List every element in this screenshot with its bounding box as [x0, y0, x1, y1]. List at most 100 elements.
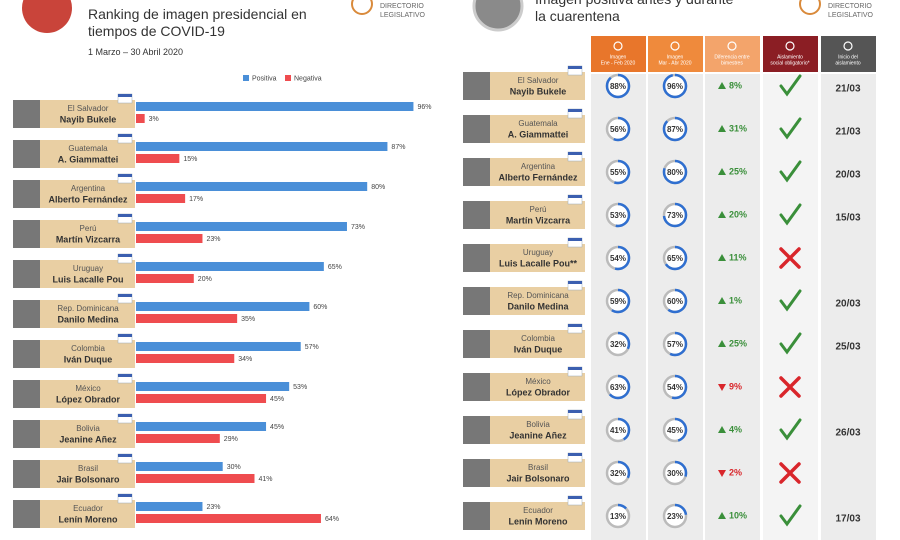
- ring-label: 87%: [667, 125, 683, 134]
- value-label: 45%: [270, 424, 284, 431]
- value-label: 64%: [325, 516, 339, 523]
- leader: Alberto Fernández: [498, 172, 578, 182]
- ring-value: [662, 116, 688, 142]
- column-bg: [705, 74, 760, 540]
- column-header-label: Inicio del: [838, 54, 858, 60]
- name-box: [40, 260, 135, 288]
- diff-arrow: [718, 384, 726, 391]
- start-date: 20/03: [835, 170, 860, 181]
- ring-value: [605, 202, 631, 228]
- flag-stripe: [568, 453, 582, 456]
- value-label: 57%: [305, 344, 319, 351]
- check-mark: [779, 117, 802, 140]
- ring-value: [605, 116, 631, 142]
- diff-label: 20%: [729, 209, 747, 219]
- diff-arrow: [718, 168, 726, 175]
- leader: Danilo Medina: [507, 301, 569, 311]
- ring-value: [662, 460, 688, 486]
- photo: [463, 115, 490, 143]
- bar: [136, 194, 186, 203]
- photo: [13, 140, 40, 168]
- flag-stripe: [568, 367, 582, 370]
- country: Rep. Dominicana: [57, 304, 119, 313]
- diff-label: 8%: [729, 80, 742, 90]
- name-box: [490, 502, 585, 530]
- ring-label: 56%: [610, 125, 626, 134]
- diff-arrow: [718, 512, 726, 519]
- name-box: [40, 420, 135, 448]
- header-icon: [843, 41, 853, 51]
- ring-label: 54%: [667, 383, 683, 392]
- bar: [136, 314, 238, 323]
- name-box: [490, 244, 585, 272]
- name-box: [40, 460, 135, 488]
- ring-label: 32%: [610, 469, 626, 478]
- flag-stripe: [568, 281, 582, 284]
- country: Bolivia: [526, 420, 550, 429]
- diff-label: 4%: [729, 424, 742, 434]
- leader: Jeanine Añez: [509, 430, 567, 440]
- diff-label: 1%: [729, 295, 742, 305]
- legend-swatch: [243, 75, 249, 81]
- country: Uruguay: [73, 264, 103, 273]
- ring-label: 88%: [610, 82, 626, 91]
- value-label: 23%: [206, 504, 220, 511]
- ring-label: 55%: [610, 168, 626, 177]
- column-header-label: Aislamiento: [777, 54, 803, 60]
- table-title: Imagen positiva antes y durante la cuare…: [535, 0, 733, 24]
- name-box: [490, 158, 585, 186]
- value-label: 73%: [351, 224, 365, 231]
- flag-stripe: [118, 454, 132, 457]
- photo-badge: [472, 0, 524, 32]
- country: México: [75, 384, 101, 393]
- check-mark: [779, 418, 802, 441]
- ring-value: [605, 374, 631, 400]
- ring-label: 30%: [667, 469, 683, 478]
- leader: Jair Bolsonaro: [506, 473, 570, 483]
- chart-title: Ranking de imagen presidencial en tiempo…: [88, 6, 307, 39]
- ring-label: 13%: [610, 512, 626, 521]
- flag-stripe: [568, 238, 582, 241]
- name-box: [40, 180, 135, 208]
- ring-label: 54%: [610, 254, 626, 263]
- country: Brasil: [528, 463, 548, 472]
- value-label: 41%: [258, 476, 272, 483]
- ring-value: [605, 460, 631, 486]
- diff-arrow: [718, 125, 726, 132]
- leader: Martín Vizcarra: [56, 234, 121, 244]
- start-date: 21/03: [835, 84, 860, 95]
- ring-value: [662, 73, 688, 99]
- value-label: 65%: [328, 264, 342, 271]
- cross-mark: [779, 247, 801, 269]
- flag-stripe: [118, 214, 132, 217]
- bar: [136, 274, 194, 283]
- name-box: [40, 100, 135, 128]
- bar: [136, 262, 324, 271]
- flag-stripe: [568, 324, 582, 327]
- header-icon: [670, 41, 680, 51]
- ring-value: [605, 417, 631, 443]
- leader: Lenín Moreno: [59, 514, 118, 524]
- flag-stripe: [118, 294, 132, 297]
- name-box: [490, 416, 585, 444]
- bar: [136, 434, 220, 443]
- diff-label: 31%: [729, 123, 747, 133]
- value-label: 20%: [198, 276, 212, 283]
- ring-value: [605, 331, 631, 357]
- value-label: 17%: [189, 196, 203, 203]
- country: Colombia: [521, 334, 555, 343]
- value-label: 34%: [238, 356, 252, 363]
- cross-mark: [779, 376, 801, 398]
- header-icon: [613, 41, 623, 51]
- flag-stripe: [568, 66, 582, 69]
- name-box: [490, 201, 585, 229]
- flag-stripe: [568, 152, 582, 155]
- value-label: 60%: [313, 304, 327, 311]
- name-box: [40, 500, 135, 528]
- leader: Nayib Bukele: [510, 86, 567, 96]
- photo: [13, 500, 40, 528]
- photo: [13, 220, 40, 248]
- ring-value: [605, 159, 631, 185]
- ring-label: 41%: [610, 426, 626, 435]
- bar: [136, 474, 255, 483]
